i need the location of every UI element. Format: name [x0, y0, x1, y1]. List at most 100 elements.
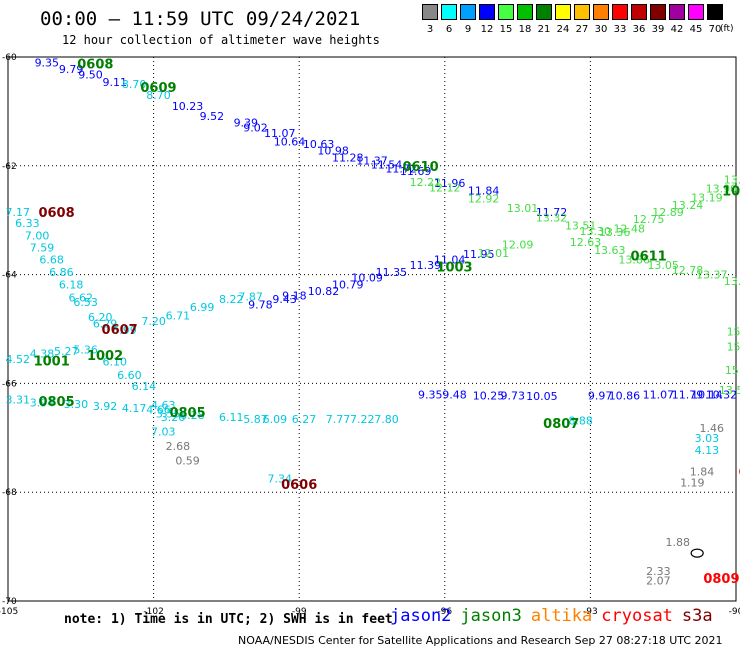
- data-point-label: 13.63: [594, 244, 626, 257]
- data-point-label: 12.92: [468, 192, 500, 205]
- data-point-label: 9.02: [243, 122, 268, 135]
- data-point-label: 13.5: [719, 384, 740, 397]
- data-point-label: 12.75: [633, 213, 665, 226]
- data-point-label: 3.31: [5, 394, 30, 407]
- data-point-label: 13.2: [724, 275, 740, 288]
- data-point-label: 1.88: [666, 536, 691, 549]
- data-point-label: 15: [727, 340, 740, 353]
- data-point-label: 6.09: [263, 413, 288, 426]
- color-scale-swatch: [555, 4, 571, 20]
- footer-note: note: 1) Time is in UTC; 2) SWH is in fe…: [64, 612, 393, 627]
- color-scale-unit: (ft): [720, 24, 734, 34]
- x-tick-label: -102: [143, 607, 163, 617]
- data-point-label: 7.77: [326, 413, 351, 426]
- x-tick-label: -93: [583, 607, 598, 617]
- data-point-label: 6.14: [132, 380, 157, 393]
- color-scale-swatch: [498, 4, 514, 20]
- x-tick-label: -105: [0, 607, 18, 617]
- y-tick-label: -68: [2, 488, 17, 498]
- data-point-label: 13.36: [599, 226, 631, 239]
- data-point-label: 13.30: [580, 225, 612, 238]
- time-label: 0608: [38, 206, 74, 221]
- data-point-label: 10.98: [317, 145, 349, 158]
- y-tick-label: -62: [2, 162, 17, 172]
- data-point-label: 11.79: [672, 388, 704, 401]
- data-point-label: 7.87: [238, 290, 263, 303]
- data-point-label: 1.19: [680, 476, 705, 489]
- data-point-label: 10.32: [706, 388, 738, 401]
- color-scale-label: 18: [518, 24, 532, 35]
- color-scale-label: 24: [556, 24, 570, 35]
- data-point-label: 4.38: [30, 347, 55, 360]
- data-point-label: 6.68: [39, 253, 64, 266]
- data-point-label: 8.70: [146, 89, 171, 102]
- data-point-label: 6.20: [88, 311, 113, 324]
- time-label: 1003: [436, 260, 472, 275]
- data-point-label: 13.05: [647, 259, 679, 272]
- data-point-label: 6.10: [103, 356, 128, 369]
- time-label: 0607: [102, 323, 138, 338]
- color-scale-swatch: [517, 4, 533, 20]
- time-label: 10: [722, 184, 740, 199]
- data-point-label: 11.04: [434, 253, 466, 266]
- time-label: 0611: [631, 250, 667, 265]
- color-scale-label: 6: [445, 24, 453, 35]
- data-point-label: 7.22: [350, 413, 375, 426]
- data-point-label: 9.73: [500, 389, 525, 402]
- color-scale-swatch: [650, 4, 666, 20]
- data-point-label: 11.69: [400, 165, 432, 178]
- data-point-label: 9.11: [103, 76, 128, 89]
- data-point-label: 1.84: [690, 466, 715, 479]
- data-point-label: 0.59: [175, 455, 200, 468]
- time-label: 0606: [281, 478, 317, 493]
- time-label: 0805: [169, 406, 205, 421]
- color-scale-swatch: [422, 4, 438, 20]
- data-point-label: 6.11: [219, 411, 244, 424]
- plot-frame: [7, 56, 737, 602]
- satellite-legend-item: altika: [530, 606, 593, 626]
- data-point-label: 9.78: [248, 299, 273, 312]
- data-point-label: 9.52: [200, 110, 225, 123]
- color-scale-swatch: [574, 4, 590, 20]
- satellite-legend-item: s3a: [681, 606, 713, 626]
- color-scale-swatch: [688, 4, 704, 20]
- time-label: 0609: [140, 81, 176, 96]
- data-point-label: 5.87: [243, 413, 268, 426]
- color-scale-swatch: [612, 4, 628, 20]
- time-label: 0610: [402, 160, 438, 175]
- data-point-label: 6.18: [59, 278, 84, 291]
- data-point-label: 11.28: [332, 152, 364, 165]
- data-point-label: 6.60: [117, 369, 142, 382]
- data-point-label: 11.84: [468, 184, 500, 197]
- data-point-label: 9.35: [35, 56, 60, 69]
- data-point-label: 11.54: [371, 159, 403, 172]
- data-point-label: 10.23: [172, 100, 204, 113]
- color-scale-label: 21: [537, 24, 551, 35]
- data-point-label: 13.19: [691, 191, 723, 204]
- data-point-label: 10.86: [609, 389, 641, 402]
- data-point-label: 6.86: [49, 266, 74, 279]
- data-point-label: 7.03: [151, 425, 176, 438]
- data-point-label: 8.88: [568, 414, 593, 427]
- x-tick-label: -96: [437, 607, 452, 617]
- data-point-label: 13.24: [672, 199, 704, 212]
- data-point-label: 3.92: [93, 400, 118, 413]
- data-point-label: 10.05: [526, 390, 558, 403]
- ellipse-marker: [690, 548, 704, 558]
- color-scale-label: 30: [594, 24, 608, 35]
- data-point-label: 6.27: [292, 413, 317, 426]
- data-point-label: 9.50: [78, 68, 103, 81]
- color-scale-label: 9: [464, 24, 472, 35]
- data-point-label: 2.07: [646, 574, 671, 587]
- data-point-label: 3.26: [161, 411, 186, 424]
- data-point-label: 4.52: [5, 353, 30, 366]
- data-point-label: 4.13: [695, 444, 720, 457]
- data-point-label: 3.55: [156, 407, 181, 420]
- data-point-label: 12.09: [502, 239, 534, 252]
- color-scale-swatch: [631, 4, 647, 20]
- data-point-label: 7.20: [141, 315, 166, 328]
- data-point-label: 15: [727, 326, 740, 339]
- x-tick-label: -99: [292, 607, 307, 617]
- data-point-label: 9.79: [59, 63, 84, 76]
- data-point-label: 12.78: [672, 264, 704, 277]
